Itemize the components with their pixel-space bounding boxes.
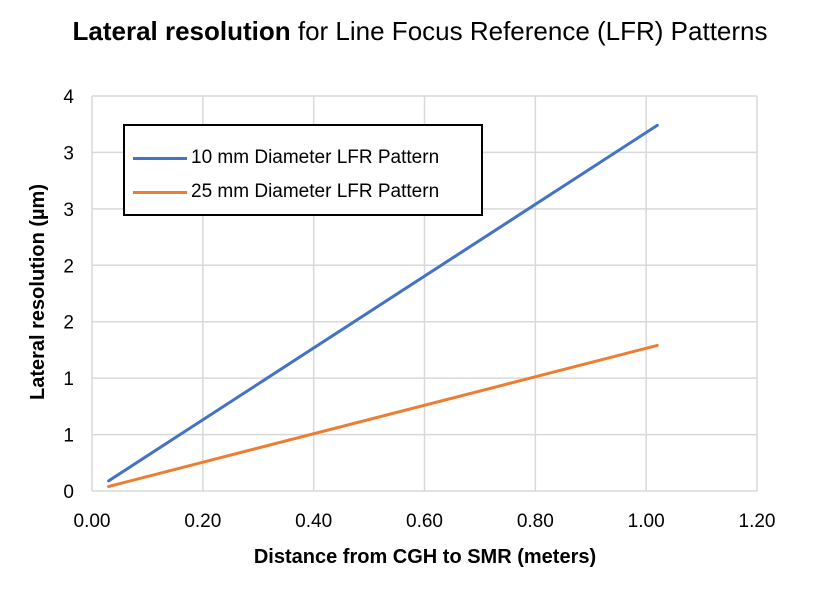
y-tick-label: 0 bbox=[63, 482, 74, 503]
series-line-1 bbox=[107, 343, 659, 488]
legend-swatch-10mm bbox=[133, 156, 187, 160]
series-line-0 bbox=[107, 123, 659, 483]
y-tick-labels: 0 1 1 2 2 3 3 4 bbox=[63, 87, 74, 503]
legend-item-10mm: 10 mm Diameter LFR Pattern bbox=[133, 146, 439, 170]
x-tick-label: 1.20 bbox=[739, 511, 776, 532]
x-tick-label: 0.20 bbox=[184, 511, 221, 532]
series-lines bbox=[107, 123, 659, 488]
legend-swatch-25mm bbox=[133, 190, 187, 194]
x-axis-label: Distance from CGH to SMR (meters) bbox=[254, 546, 596, 568]
x-tick-label: 0.80 bbox=[517, 511, 554, 532]
chart-title-bold: Lateral resolution bbox=[72, 16, 291, 46]
legend-label-25mm: 25 mm Diameter LFR Pattern bbox=[191, 181, 440, 202]
y-tick-label: 3 bbox=[63, 143, 74, 164]
x-tick-label: 0.00 bbox=[74, 511, 111, 532]
x-tick-label: 0.60 bbox=[406, 511, 443, 532]
chart-title-rest: for Line Focus Reference (LFR) Patterns bbox=[290, 16, 768, 46]
legend-item-25mm: 25 mm Diameter LFR Pattern bbox=[133, 180, 439, 204]
y-tick-label: 3 bbox=[63, 200, 74, 221]
y-tick-label: 2 bbox=[63, 313, 74, 334]
y-tick-label: 1 bbox=[63, 369, 74, 390]
y-tick-label: 4 bbox=[63, 87, 74, 108]
y-tick-label: 2 bbox=[63, 256, 74, 277]
x-tick-labels: 0.00 0.20 0.40 0.60 0.80 1.00 1.20 bbox=[74, 511, 776, 532]
x-tick-label: 1.00 bbox=[628, 511, 665, 532]
y-axis-label: Lateral resolution (µm) bbox=[27, 184, 49, 400]
chart-title: Lateral resolution for Line Focus Refere… bbox=[60, 14, 780, 48]
legend: 10 mm Diameter LFR Pattern 25 mm Diamete… bbox=[123, 124, 483, 216]
x-tick-label: 0.40 bbox=[295, 511, 332, 532]
y-tick-label: 1 bbox=[63, 426, 74, 447]
legend-label-10mm: 10 mm Diameter LFR Pattern bbox=[191, 147, 440, 168]
